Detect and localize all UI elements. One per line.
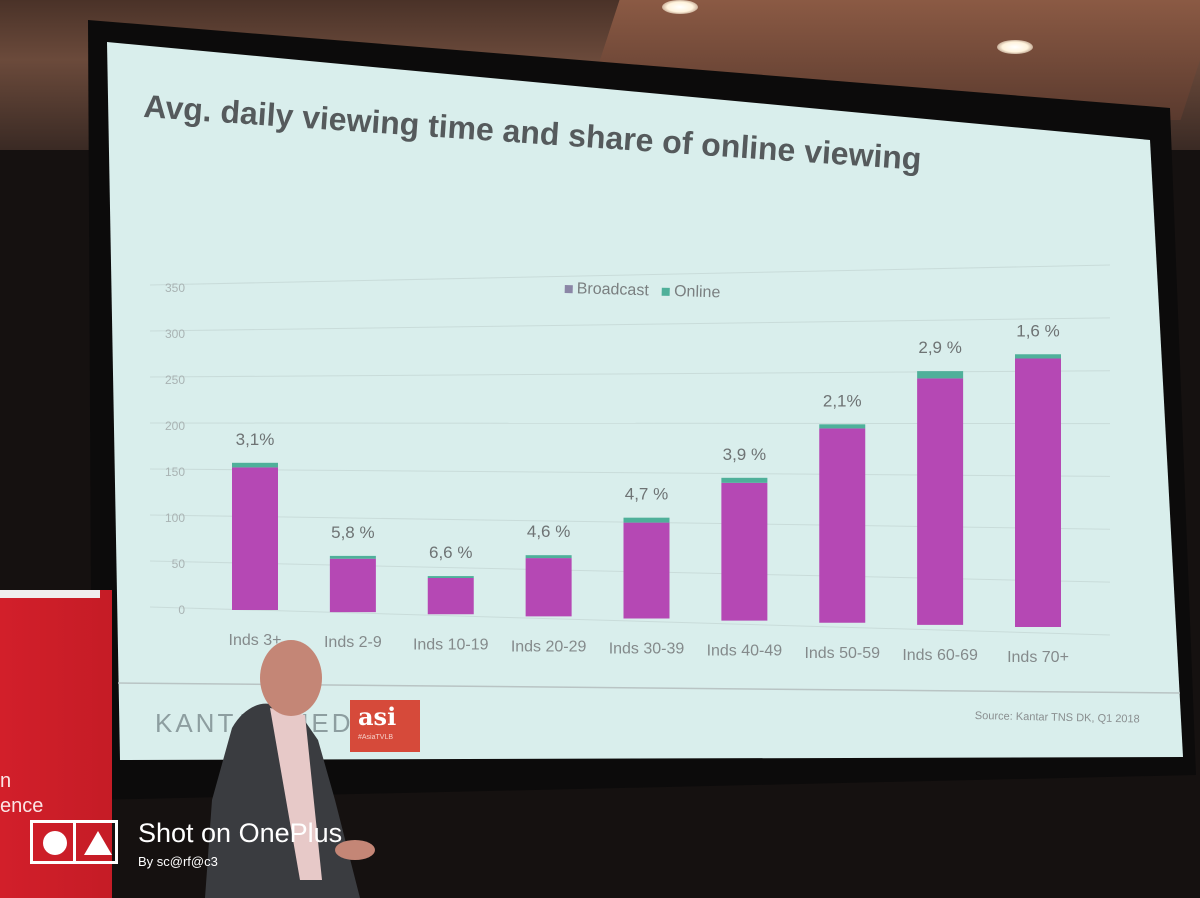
x-tick-label: Inds 10-19	[413, 636, 489, 653]
data-label: 2,9 %	[918, 338, 961, 357]
y-tick-label: 350	[165, 281, 185, 295]
asi-logo-tagline: #AsiaTVLB	[358, 734, 394, 741]
watermark-title: Shot on OnePlus	[138, 818, 343, 848]
asi-logo-text: asi	[358, 702, 397, 731]
data-label: 3,9 %	[723, 445, 766, 464]
banner-text-line2: ence	[0, 795, 44, 817]
y-tick-label: 300	[165, 327, 185, 341]
bar-broadcast	[721, 482, 768, 621]
ceiling-light	[662, 0, 698, 14]
data-label: 3,1%	[236, 430, 275, 449]
data-label: 2,1%	[823, 391, 862, 410]
bar-broadcast	[819, 428, 866, 623]
bar-online	[525, 555, 572, 559]
bar-online	[721, 477, 768, 483]
camera-watermark-icon	[30, 820, 118, 864]
bar-broadcast	[623, 522, 670, 619]
y-tick-label: 50	[172, 557, 186, 571]
data-label: 4,6 %	[527, 522, 570, 541]
gridline	[149, 422, 1111, 425]
gridline	[149, 317, 1111, 332]
banner-top-edge	[0, 590, 100, 598]
x-tick-label: Inds 2-9	[324, 634, 382, 651]
y-tick-label: 0	[178, 603, 185, 617]
bar-broadcast	[525, 558, 572, 617]
ceiling-light	[997, 40, 1033, 54]
gridline	[149, 468, 1111, 477]
bar-broadcast	[1015, 358, 1061, 627]
x-tick-label: Inds 60-69	[902, 647, 978, 664]
x-tick-label: Inds 30-39	[609, 641, 685, 658]
bar-online	[917, 371, 964, 379]
slide-background	[107, 42, 1183, 760]
x-tick-label: Inds 3+	[229, 632, 282, 649]
banner-text-line1: n	[0, 770, 12, 792]
y-tick-label: 250	[165, 373, 185, 387]
x-tick-label: Inds 40-49	[707, 643, 783, 660]
data-label: 4,7 %	[625, 485, 668, 504]
bar-broadcast	[232, 467, 278, 610]
x-tick-label: Inds 20-29	[511, 638, 587, 655]
y-tick-label: 150	[165, 465, 185, 479]
bar-broadcast	[329, 558, 376, 613]
bar-broadcast	[917, 378, 964, 625]
gridline	[149, 264, 1111, 286]
watermark-subtitle: By sc@rf@c3	[138, 854, 218, 869]
bar-online	[329, 555, 376, 559]
y-tick-label: 200	[165, 419, 185, 433]
bar-online	[819, 424, 866, 429]
asi-logo: asi #AsiaTVLB	[350, 700, 420, 752]
data-label: 1,6 %	[1016, 321, 1059, 340]
data-label: 5,8 %	[331, 523, 374, 542]
bar-online	[232, 462, 278, 468]
bar-online	[427, 576, 474, 578]
data-label: 6,6 %	[429, 543, 472, 562]
bar-online	[1015, 354, 1061, 359]
gridline	[149, 370, 1111, 378]
bar-broadcast	[427, 577, 474, 615]
y-tick-label: 100	[165, 511, 185, 525]
x-tick-label: Inds 50-59	[804, 645, 880, 662]
x-tick-label: Inds 70+	[1007, 649, 1069, 666]
gridline	[149, 606, 1111, 636]
bar-online	[623, 517, 670, 523]
